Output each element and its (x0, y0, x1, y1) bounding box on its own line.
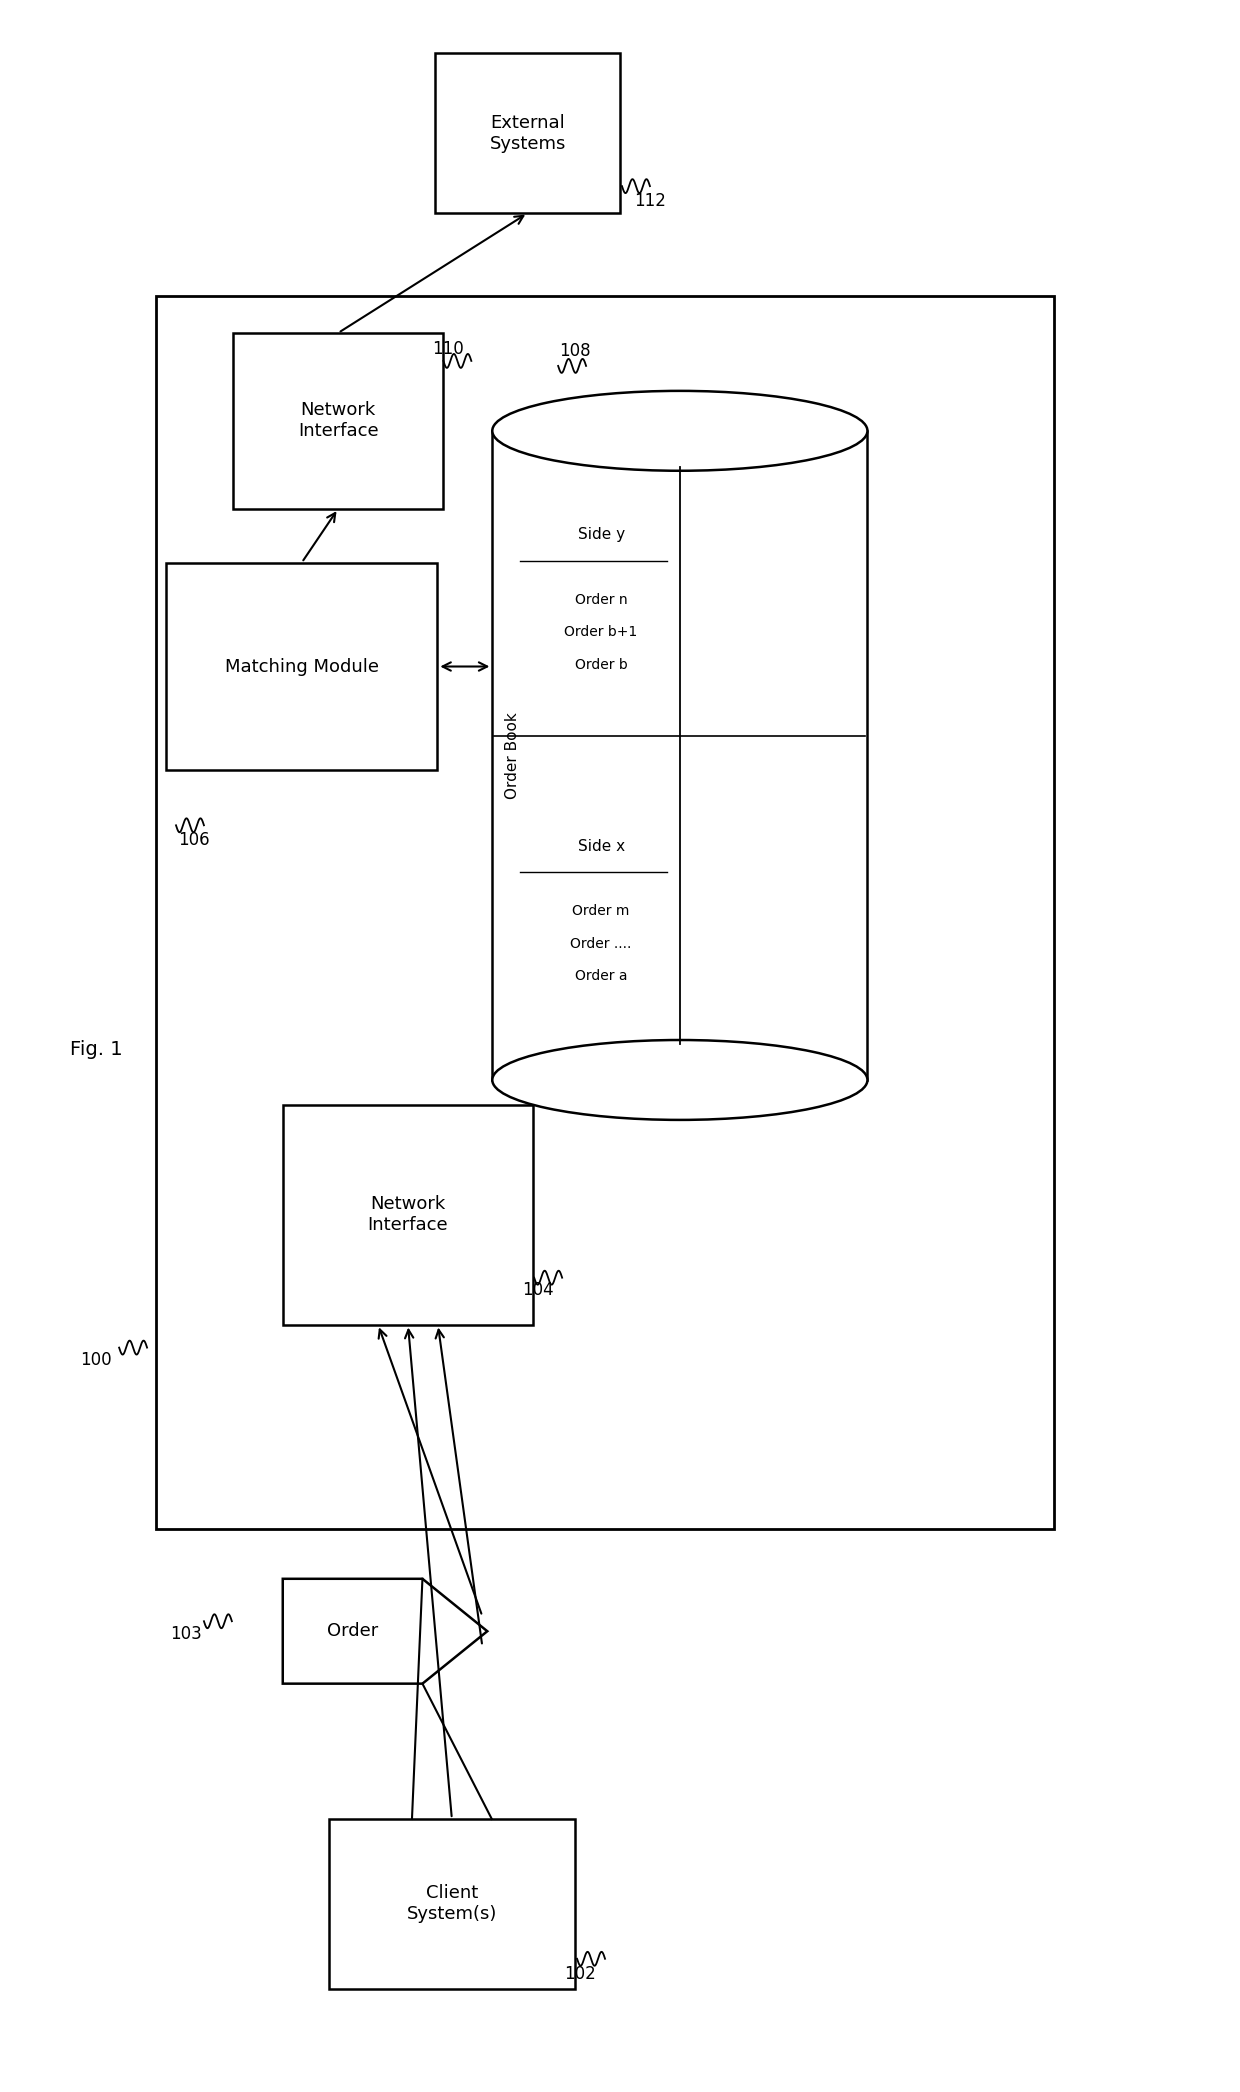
Text: Order b: Order b (574, 657, 627, 672)
Text: Order n: Order n (575, 592, 627, 607)
Text: Order b+1: Order b+1 (564, 626, 637, 638)
Bar (283, 1105, 533, 1324)
Text: Fig. 1: Fig. 1 (69, 1040, 123, 1059)
Text: Network
Interface: Network Interface (298, 402, 378, 439)
Text: Client
System(s): Client System(s) (407, 1885, 497, 1923)
Text: 100: 100 (81, 1351, 112, 1368)
Bar (166, 563, 438, 770)
Text: 110: 110 (433, 339, 464, 358)
Text: External
Systems: External Systems (490, 113, 565, 153)
Polygon shape (283, 1579, 487, 1684)
Text: 106: 106 (179, 831, 210, 849)
Text: 104: 104 (522, 1280, 554, 1299)
Text: Order a: Order a (575, 969, 627, 983)
Text: Matching Module: Matching Module (224, 657, 378, 676)
Bar (435, 52, 620, 213)
Text: 108: 108 (559, 341, 591, 360)
Ellipse shape (492, 1040, 868, 1119)
Text: 112: 112 (634, 192, 666, 209)
Bar (492, 431, 868, 1079)
Text: Order ....: Order .... (570, 937, 631, 950)
Text: 103: 103 (170, 1625, 202, 1642)
Bar (156, 295, 1054, 1529)
Text: Network
Interface: Network Interface (368, 1195, 449, 1234)
Text: 102: 102 (564, 1964, 596, 1983)
Text: Side y: Side y (578, 527, 625, 542)
Bar (233, 333, 444, 508)
Text: Order: Order (327, 1621, 378, 1640)
Text: Side x: Side x (578, 839, 625, 854)
Ellipse shape (492, 391, 868, 471)
Text: Order Book: Order Book (505, 711, 520, 799)
Bar (329, 1818, 575, 1989)
Text: Order m: Order m (573, 904, 630, 918)
